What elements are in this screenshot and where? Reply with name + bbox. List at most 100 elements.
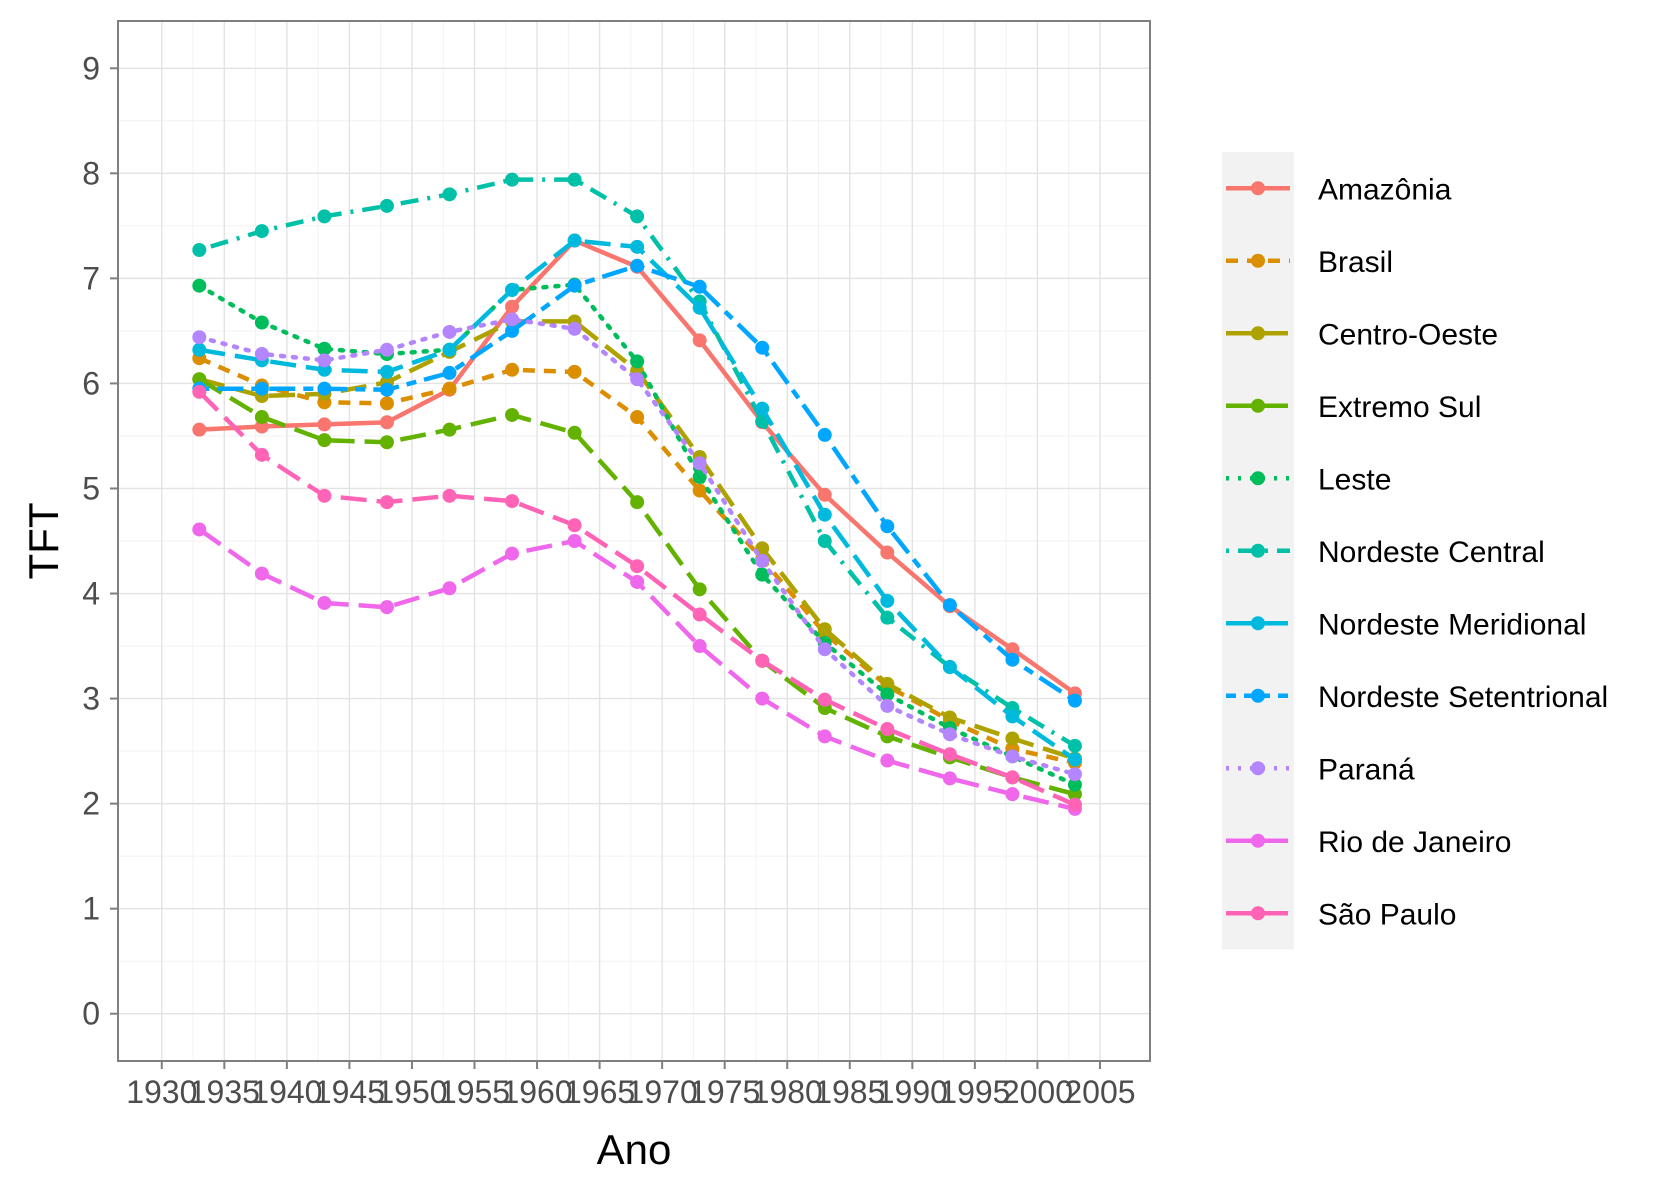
data-point <box>630 354 645 369</box>
y-tick-label: 5 <box>82 470 100 506</box>
legend-key-point <box>1251 543 1265 558</box>
data-point <box>755 653 770 668</box>
data-point <box>567 518 582 533</box>
data-point <box>942 747 957 762</box>
data-point <box>692 279 707 294</box>
data-point <box>379 342 394 357</box>
data-point <box>880 753 895 768</box>
data-point <box>442 342 457 357</box>
data-point <box>880 676 895 691</box>
data-point <box>880 610 895 625</box>
data-point <box>567 172 582 187</box>
y-tick-label: 6 <box>82 365 100 401</box>
data-point <box>942 710 957 725</box>
x-tick-label: 1960 <box>501 1074 572 1110</box>
data-point <box>192 384 207 399</box>
x-tick-label: 1945 <box>314 1074 385 1110</box>
data-point <box>442 381 457 396</box>
legend-key-point <box>1251 398 1265 413</box>
data-point <box>192 278 207 293</box>
y-tick-label: 0 <box>82 996 100 1032</box>
data-point <box>192 342 207 357</box>
data-point <box>442 581 457 596</box>
series-amazônia <box>192 233 1082 701</box>
data-point <box>942 771 957 786</box>
data-point <box>505 172 520 187</box>
data-point <box>942 727 957 742</box>
data-point <box>630 574 645 589</box>
data-point <box>1067 797 1082 812</box>
data-point <box>442 324 457 339</box>
data-point <box>254 381 269 396</box>
x-tick-label: 1950 <box>376 1074 447 1110</box>
y-axis-title: TFT <box>20 503 67 580</box>
y-tick-label: 8 <box>82 155 100 191</box>
x-tick-label: 1955 <box>439 1074 510 1110</box>
data-point <box>1067 767 1082 782</box>
legend-label: Paraná <box>1318 753 1415 786</box>
data-point <box>442 422 457 437</box>
data-point <box>755 553 770 568</box>
data-point <box>192 243 207 258</box>
data-point <box>817 692 832 707</box>
legend-label: São Paulo <box>1318 898 1456 931</box>
data-point <box>317 341 332 356</box>
legend-label: Amazônia <box>1318 173 1452 206</box>
legend-key-point <box>1251 253 1265 268</box>
data-point <box>317 381 332 396</box>
data-point <box>755 340 770 355</box>
legend-key-point <box>1251 833 1265 848</box>
data-point <box>317 353 332 368</box>
x-tick-label: 1985 <box>814 1074 885 1110</box>
data-point <box>880 593 895 608</box>
data-point <box>817 427 832 442</box>
legend-key-point <box>1251 326 1265 341</box>
data-point <box>692 607 707 622</box>
legend-item: Nordeste Central <box>1226 536 1545 569</box>
x-tick-label: 1980 <box>752 1074 823 1110</box>
series-lines <box>192 172 1082 816</box>
data-point <box>379 435 394 450</box>
x-tick-label: 1935 <box>189 1074 260 1110</box>
data-point <box>880 687 895 702</box>
legend-label: Nordeste Central <box>1318 536 1545 569</box>
x-tick-label: 1940 <box>251 1074 322 1110</box>
data-point <box>567 321 582 336</box>
legend-item: Rio de Janeiro <box>1226 826 1511 859</box>
data-point <box>379 364 394 379</box>
y-tick-label: 7 <box>82 260 100 296</box>
series-nordeste-central <box>192 172 1082 753</box>
legend-item: Amazônia <box>1226 173 1452 206</box>
data-point <box>254 566 269 581</box>
y-tick-label: 3 <box>82 681 100 717</box>
data-point <box>505 299 520 314</box>
data-point <box>317 209 332 224</box>
data-point <box>942 660 957 675</box>
data-point <box>942 598 957 613</box>
data-point <box>254 315 269 330</box>
data-point <box>1067 777 1082 792</box>
data-point <box>192 422 207 437</box>
data-point <box>630 410 645 425</box>
data-point <box>567 364 582 379</box>
data-point <box>630 258 645 273</box>
legend-item: Extremo Sul <box>1226 391 1481 424</box>
legend-item: Brasil <box>1226 246 1393 279</box>
data-point <box>817 642 832 657</box>
x-tick-label: 1975 <box>689 1074 760 1110</box>
legend-item: São Paulo <box>1226 898 1456 931</box>
data-point <box>1005 787 1020 802</box>
data-point <box>192 522 207 537</box>
data-point <box>1067 693 1082 708</box>
y-tick-label: 1 <box>82 891 100 927</box>
data-point <box>1005 642 1020 657</box>
data-point <box>630 239 645 254</box>
series-paraná <box>192 312 1082 782</box>
legend-label: Extremo Sul <box>1318 391 1481 424</box>
data-point <box>567 233 582 248</box>
data-point <box>880 545 895 560</box>
data-point <box>1005 731 1020 746</box>
legend-key-point <box>1251 688 1265 703</box>
data-point <box>379 495 394 510</box>
